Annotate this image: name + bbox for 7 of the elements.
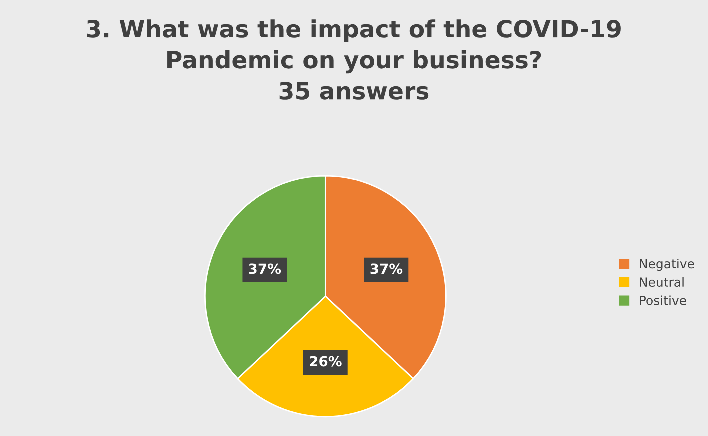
chart-title: 3. What was the impact of the COVID-19 Pandemic on your business? 35 answers (87, 20, 621, 100)
data-label: 37% (370, 264, 403, 274)
legend-label: Positive (640, 296, 686, 306)
data-label: 37% (249, 264, 282, 274)
legend-label: Negative (640, 259, 694, 272)
legend-label: Neutral (640, 277, 684, 288)
data-label: 26% (310, 356, 342, 367)
